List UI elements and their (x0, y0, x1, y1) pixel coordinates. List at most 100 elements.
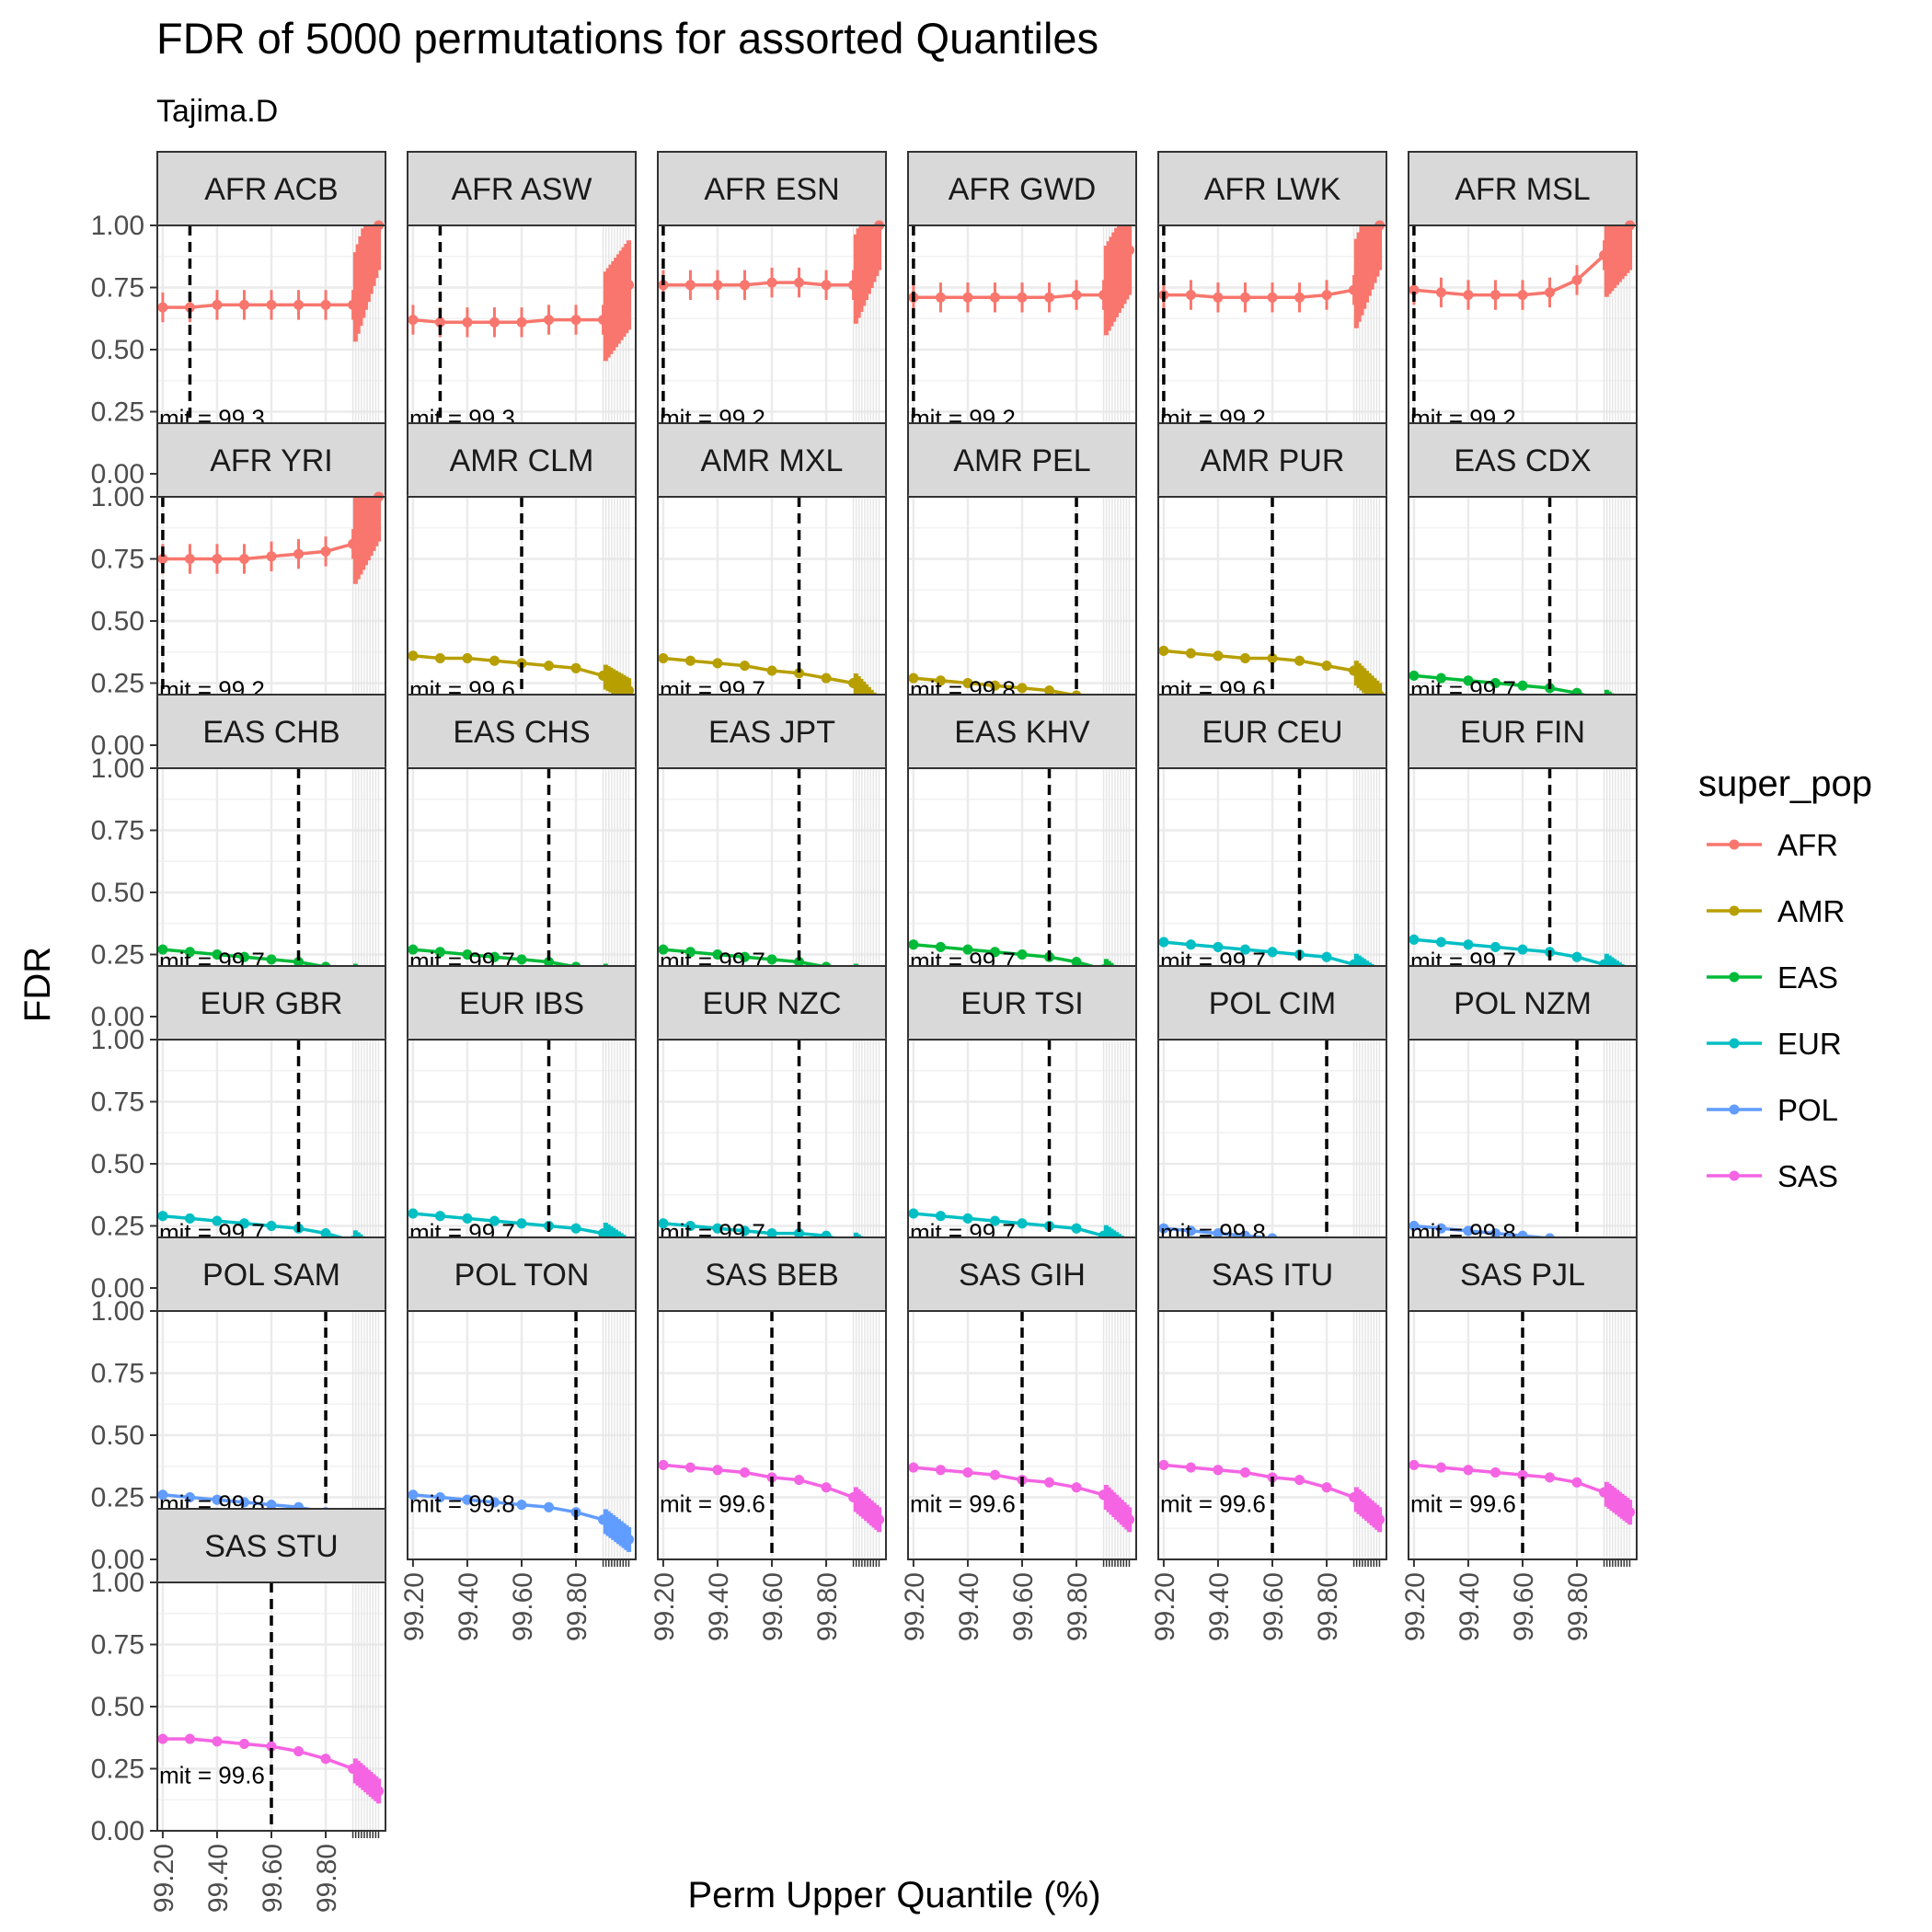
data-point (434, 653, 445, 663)
data-point (684, 655, 696, 666)
data-point (489, 1215, 500, 1226)
data-point (1158, 1459, 1169, 1470)
data-point (935, 941, 946, 952)
facet-panel: POL TON mit = 99.8 (407, 1236, 637, 1561)
y-tick-label: 0.25 (91, 669, 144, 699)
data-point (434, 1492, 445, 1502)
y-tick-label: 1.00 (91, 753, 144, 784)
y-tick-label: 0.00 (91, 730, 144, 761)
facet-strip-label: SAS ITU (1212, 1258, 1333, 1293)
limit-label: mit = 99.6 (1410, 1490, 1516, 1518)
facet-strip (907, 422, 1137, 498)
data-point (1321, 290, 1332, 301)
x-tick-label: 99.80 (562, 1572, 592, 1641)
data-point (320, 299, 331, 310)
legend-key-point (1729, 839, 1740, 850)
data-point (1267, 947, 1278, 958)
data-point (1435, 287, 1446, 298)
data-point (1489, 1467, 1501, 1478)
data-point (1044, 1477, 1055, 1488)
data-point (1517, 1469, 1528, 1480)
data-point (794, 1475, 805, 1486)
data-point (408, 315, 419, 326)
facet-strip (657, 422, 887, 498)
x-tick-label: 99.20 (1150, 1572, 1180, 1641)
y-tick-label: 0.00 (91, 459, 144, 489)
data-point (434, 947, 445, 958)
data-point (684, 1221, 696, 1231)
data-point (848, 678, 859, 688)
data-point (1463, 1225, 1474, 1236)
data-point (1017, 1218, 1028, 1229)
data-point (1571, 1477, 1582, 1488)
data-point (1435, 673, 1446, 684)
data-point (320, 1754, 331, 1765)
data-point (739, 280, 750, 291)
data-point (962, 678, 973, 688)
x-axis-label: Perm Upper Quantile (%) (687, 1875, 1100, 1915)
data-point (624, 1534, 635, 1545)
data-point (1017, 683, 1028, 694)
data-point (1124, 1514, 1135, 1525)
data-point (1409, 284, 1420, 295)
facet-strip (907, 694, 1137, 769)
data-point (238, 299, 249, 310)
data-point (348, 538, 359, 549)
data-point (658, 653, 669, 663)
legend-key-point (1729, 972, 1740, 983)
limit-label: mit = 99.6 (910, 1490, 1016, 1518)
data-point (157, 1489, 168, 1501)
y-tick-label: 0.75 (91, 1359, 144, 1389)
y-tick-label: 0.50 (91, 335, 144, 365)
data-point (238, 1497, 249, 1508)
data-point (238, 554, 249, 564)
legend: super_pop AFR AMR EAS EUR POL SAS (1698, 764, 1872, 1193)
data-point (157, 1733, 168, 1744)
data-point (658, 944, 669, 955)
facet-panel: SAS STU mit = 99.6 0.00 0.25 0.50 0.75 1.00 (91, 1508, 386, 1846)
data-point (157, 1211, 168, 1222)
data-point (712, 1465, 723, 1476)
data-point (1409, 934, 1420, 945)
data-point (157, 554, 168, 564)
data-point (935, 675, 946, 686)
data-point (794, 277, 805, 288)
facet-strip-label: SAS STU (204, 1529, 338, 1564)
data-point (1294, 1475, 1305, 1486)
data-point (935, 1211, 946, 1222)
data-point (1571, 951, 1582, 962)
data-point (1435, 1462, 1446, 1473)
data-point (766, 277, 777, 288)
data-point (266, 551, 277, 562)
legend-label: EAS (1777, 960, 1838, 995)
data-point (908, 939, 919, 950)
y-tick-label: 0.75 (91, 816, 144, 846)
y-tick-label: 0.50 (91, 606, 144, 637)
x-tick-label: 99.60 (1259, 1572, 1289, 1641)
data-point (320, 1228, 331, 1239)
data-point (462, 1213, 473, 1224)
x-tick-label: 99.20 (900, 1572, 930, 1641)
data-point (989, 1469, 1000, 1480)
facet-strip-label: EAS CDX (1454, 443, 1591, 478)
data-point (935, 292, 946, 303)
data-point (462, 1494, 473, 1505)
data-point (739, 1467, 750, 1478)
data-point (1463, 290, 1474, 301)
data-point (1409, 1459, 1420, 1470)
data-point (962, 1213, 973, 1224)
data-point (1185, 939, 1196, 950)
facet-strip-label: AFR ESN (704, 172, 839, 207)
data-point (570, 1223, 581, 1234)
data-point (489, 316, 500, 328)
y-axis-label: FDR (17, 947, 58, 1022)
x-tick-label: 99.40 (1455, 1572, 1485, 1641)
limit-label: mit = 99.6 (660, 1490, 765, 1518)
y-tick-label: 0.25 (91, 397, 144, 428)
facet-strip-label: EUR GBR (201, 986, 343, 1021)
data-point (1213, 650, 1224, 661)
y-tick-label: 0.00 (91, 1002, 144, 1032)
data-point (1517, 290, 1528, 301)
y-axis: 0.00 0.25 0.50 0.75 1.00 (91, 211, 157, 489)
data-point (1599, 249, 1610, 260)
